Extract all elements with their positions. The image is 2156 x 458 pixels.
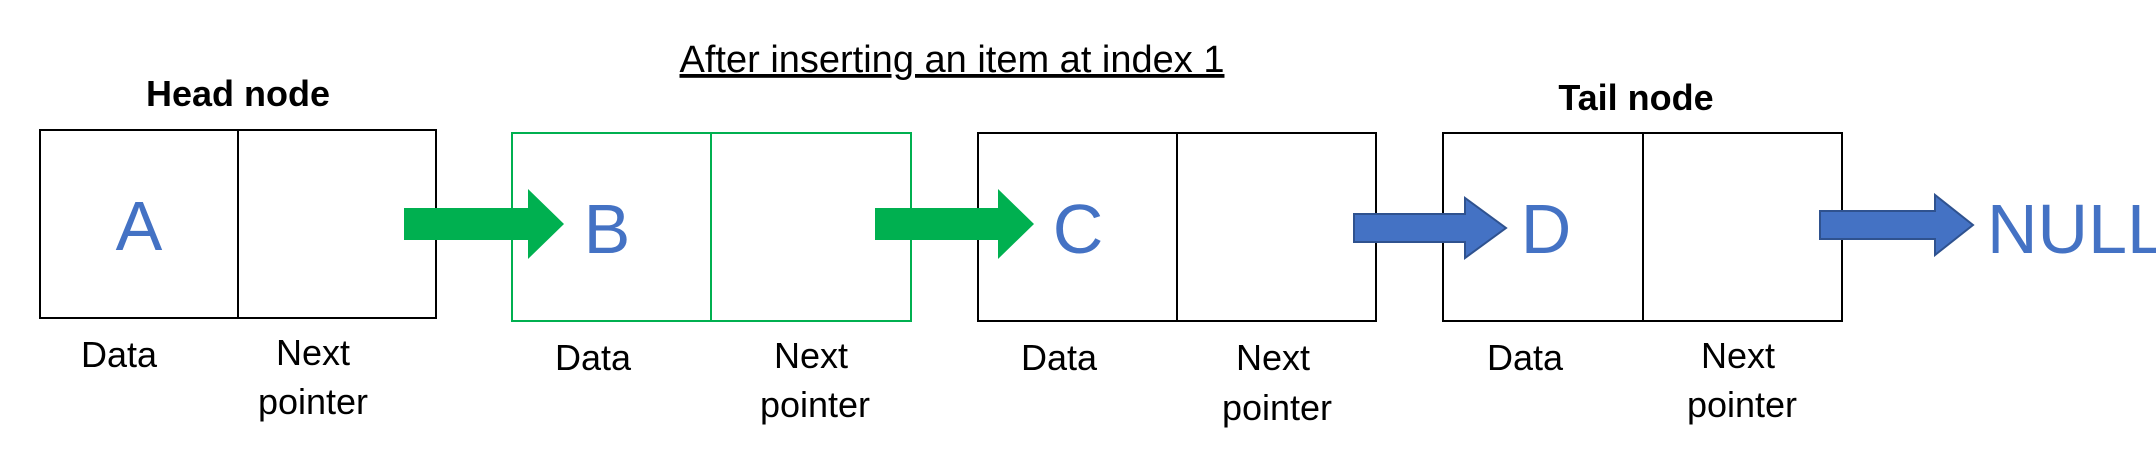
node-d-next-field — [1642, 132, 1843, 322]
pointer-label: pointer — [1222, 387, 1332, 428]
next-label: Next — [1701, 335, 1775, 376]
next-label: Next — [1236, 337, 1310, 378]
node-d-value: D — [1521, 190, 1572, 268]
node-c-value: C — [1053, 190, 1104, 268]
node-d-labels: Data Next pointer — [1487, 335, 1797, 425]
node-b: B — [511, 132, 912, 322]
next-label: Next — [774, 335, 848, 376]
node-c: C — [977, 132, 1377, 322]
pointer-label: pointer — [760, 384, 870, 425]
arrow-a-to-b — [404, 189, 564, 259]
next-label: Next — [276, 332, 350, 373]
node-a: A — [39, 129, 437, 319]
node-c-next-field — [1176, 132, 1377, 322]
null-terminal: NULL — [1987, 190, 2156, 268]
arrow-b-to-c — [875, 189, 1034, 259]
node-a-value: A — [116, 187, 163, 265]
data-label: Data — [81, 334, 158, 375]
data-label: Data — [1021, 337, 1098, 378]
diagram-title: After inserting an item at index 1 — [680, 39, 1225, 81]
node-c-labels: Data Next pointer — [1021, 337, 1332, 428]
data-label: Data — [1487, 337, 1564, 378]
arrow-d-to-null — [1819, 192, 1975, 258]
node-b-value: B — [584, 190, 631, 268]
tail-node-caption: Tail node — [1558, 77, 1713, 118]
node-b-labels: Data Next pointer — [555, 335, 870, 425]
pointer-label: pointer — [1687, 384, 1797, 425]
node-a-labels: Data Next pointer — [81, 332, 368, 422]
arrow-c-to-d — [1353, 196, 1508, 260]
head-node-caption: Head node — [146, 73, 330, 114]
data-label: Data — [555, 337, 632, 378]
pointer-label: pointer — [258, 381, 368, 422]
